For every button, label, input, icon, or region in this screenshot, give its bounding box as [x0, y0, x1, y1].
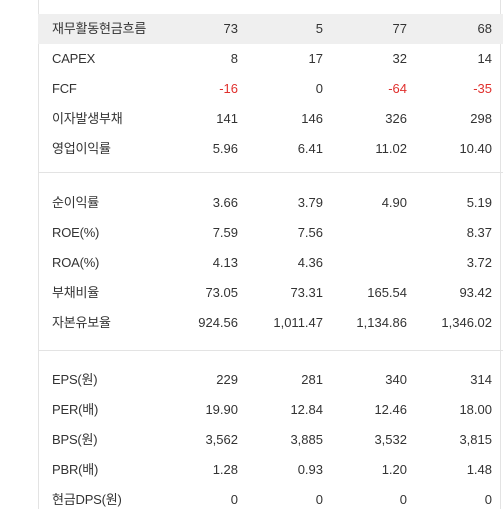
table-row: 부채비율 73.05 73.31 165.54 93.42 [38, 278, 503, 308]
value-cell: 93.42 [459, 285, 492, 300]
table-row: 이자발생부채 141 146 326 298 [38, 104, 503, 134]
row-label: PER(배) [52, 402, 99, 417]
value-cell: 146 [301, 111, 323, 126]
value-cell: -16 [219, 81, 238, 96]
value-cell: 1,346.02 [441, 315, 492, 330]
value-cell [317, 248, 407, 278]
value-cell: 8.37 [466, 225, 492, 240]
value-cell: 0 [399, 492, 407, 507]
value-cell: 281 [301, 372, 323, 387]
value-cell: 1.48 [466, 462, 492, 477]
row-label: 현금DPS(원) [52, 492, 122, 507]
row-label: ROE(%) [52, 225, 100, 240]
value-cell: 0 [230, 492, 238, 507]
value-cell: 5 [315, 21, 323, 36]
value-cell: 4.36 [297, 255, 323, 270]
value-cell: 12.84 [290, 402, 323, 417]
table-row: EPS(원) 229 281 340 314 [38, 365, 503, 395]
table-row: PER(배) 19.90 12.84 12.46 18.00 [38, 395, 503, 425]
row-label: 자본유보율 [52, 315, 111, 330]
value-cell: 1.28 [212, 462, 238, 477]
value-cell: 11.02 [375, 141, 407, 156]
value-cell: 73.05 [205, 285, 238, 300]
row-label: 부채비율 [52, 285, 100, 300]
table-left-border [38, 0, 39, 509]
value-cell: 7.59 [212, 225, 238, 240]
value-cell: 340 [385, 372, 407, 387]
row-label: 영업이익률 [52, 141, 111, 156]
table-row: 재무활동현금흐름 73 5 77 68 [38, 14, 503, 44]
value-cell: 8 [230, 51, 238, 66]
value-cell: 18.00 [459, 402, 492, 417]
table-row: 영업이익률 5.96 6.41 11.02 10.40 [38, 134, 503, 164]
value-cell: 5.19 [466, 195, 492, 210]
value-cell [317, 218, 407, 248]
row-label: PBR(배) [52, 462, 99, 477]
value-cell: 6.41 [297, 141, 323, 156]
section-divider [38, 350, 503, 351]
table-row: FCF -16 0 -64 -35 [38, 74, 503, 104]
value-cell: 3,532 [374, 432, 407, 447]
value-cell: 10.40 [459, 141, 492, 156]
value-cell: 1,011.47 [273, 315, 323, 330]
value-cell: 165.54 [367, 285, 407, 300]
value-cell: -35 [473, 81, 492, 96]
value-cell: 32 [392, 51, 407, 66]
table-row: ROE(%) 7.59 7.56 8.37 [38, 218, 503, 248]
value-cell: 229 [216, 372, 238, 387]
value-cell: 3.79 [297, 195, 323, 210]
row-label: 이자발생부채 [52, 111, 123, 126]
row-label: ROA(%) [52, 255, 100, 270]
value-cell: 17 [308, 51, 323, 66]
value-cell: 0 [315, 492, 323, 507]
section-divider [38, 172, 503, 173]
value-cell: 14 [477, 51, 492, 66]
value-cell: 1,134.86 [356, 315, 407, 330]
value-cell: 19.90 [205, 402, 238, 417]
value-cell: -64 [388, 81, 407, 96]
row-label: BPS(원) [52, 432, 98, 447]
value-cell: 3,885 [290, 432, 323, 447]
value-cell: 12.46 [374, 402, 407, 417]
value-cell: 73 [223, 21, 238, 36]
table-row: BPS(원) 3,562 3,885 3,532 3,815 [38, 425, 503, 455]
value-cell: 3,815 [459, 432, 492, 447]
row-label: 재무활동현금흐름 [52, 21, 147, 36]
value-cell: 4.13 [212, 255, 238, 270]
value-cell: 77 [392, 21, 407, 36]
value-cell: 5.96 [212, 141, 238, 156]
value-cell: 3.66 [212, 195, 238, 210]
value-cell: 326 [385, 111, 407, 126]
table-right-border [500, 0, 501, 509]
value-cell: 141 [216, 111, 238, 126]
value-cell: 924.56 [198, 315, 238, 330]
row-label: EPS(원) [52, 372, 98, 387]
value-cell: 298 [470, 111, 492, 126]
value-cell: 4.90 [381, 195, 407, 210]
table-row: ROA(%) 4.13 4.36 3.72 [38, 248, 503, 278]
table-row: 현금DPS(원) 0 0 0 0 [38, 485, 503, 515]
table-row: 순이익률 3.66 3.79 4.90 5.19 [38, 188, 503, 218]
value-cell: 3,562 [205, 432, 238, 447]
value-cell: 3.72 [466, 255, 492, 270]
value-cell: 73.31 [290, 285, 323, 300]
table-row: 자본유보율 924.56 1,011.47 1,134.86 1,346.02 [38, 308, 503, 338]
row-label: CAPEX [52, 51, 96, 66]
table-row: PBR(배) 1.28 0.93 1.20 1.48 [38, 455, 503, 485]
row-label: 순이익률 [52, 195, 100, 210]
value-cell: 0 [484, 492, 492, 507]
value-cell: 68 [477, 21, 492, 36]
value-cell: 314 [470, 372, 492, 387]
row-label: FCF [52, 81, 77, 96]
value-cell: 7.56 [297, 225, 323, 240]
value-cell: 0.93 [297, 462, 323, 477]
value-cell: 1.20 [381, 462, 407, 477]
value-cell: 0 [315, 81, 323, 96]
table-row: CAPEX 8 17 32 14 [38, 44, 503, 74]
